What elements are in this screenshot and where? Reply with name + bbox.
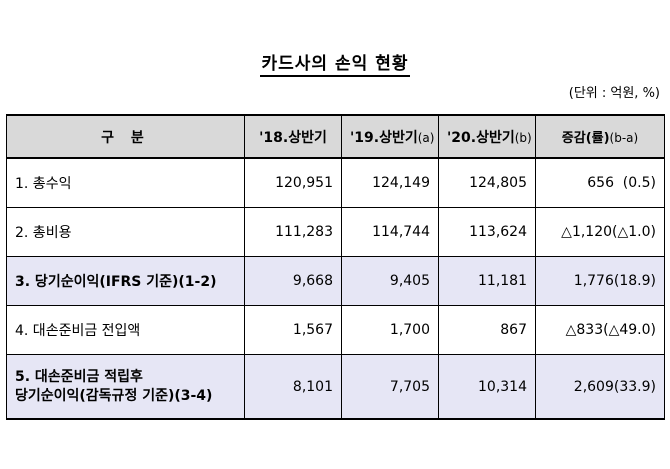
row-label: 4. 대손준비금 전입액	[6, 305, 245, 355]
value-2018h1: 9,668	[244, 256, 342, 306]
row-label-line2: 당기순이익(감독규정 기준)(3-4)	[15, 387, 213, 404]
change-amount: 1,776	[573, 273, 614, 289]
change-rate: (18.9)	[613, 273, 656, 289]
header-change-text: 증감(률)	[561, 131, 610, 146]
change-amount: 656	[587, 175, 614, 191]
header-2019h1-suffix: (a)	[417, 130, 435, 145]
value-2018h1: 120,951	[244, 157, 342, 208]
value-2020h1: 113,624	[438, 207, 536, 257]
change-amount: △833	[565, 322, 604, 338]
profit-loss-table: 구 분 '18.상반기 '19.상반기(a) '20.상반기(b) 증감(률)(…	[6, 114, 665, 420]
table-row: 2. 총비용 111,283 114,744 113,624 △1,120 (△1…	[6, 207, 665, 257]
header-label: 구 분	[6, 114, 245, 159]
row-label-line1: 5. 대손준비금 적립후	[15, 368, 143, 385]
title-wrap: 카드사의 손익 현황	[0, 54, 670, 77]
header-change-suffix: (b-a)	[609, 131, 639, 145]
header-2019h1: '19.상반기(a)	[341, 114, 439, 159]
change-amount: △1,120	[561, 224, 613, 240]
table-row-highlight: 3. 당기순이익(IFRS 기준)(1-2) 9,668 9,405 11,18…	[6, 256, 665, 306]
header-2020h1: '20.상반기(b)	[438, 114, 536, 159]
row-label: 3. 당기순이익(IFRS 기준)(1-2)	[6, 256, 245, 306]
value-2019h1: 114,744	[341, 207, 439, 257]
value-2018h1: 8,101	[244, 354, 342, 420]
change-rate: (△49.0)	[603, 322, 656, 338]
value-2020h1: 867	[438, 305, 536, 355]
report-title: 카드사의 손익 현황	[259, 54, 411, 77]
header-2018h1: '18.상반기	[244, 114, 342, 159]
value-change: △1,120 (△1.0)	[535, 207, 665, 257]
header-2019h1-text: '19.상반기	[350, 129, 418, 146]
header-change: 증감(률)(b-a)	[535, 114, 665, 159]
table-row: 4. 대손준비금 전입액 1,567 1,700 867 △833 (△49.0)	[6, 305, 665, 355]
value-2018h1: 1,567	[244, 305, 342, 355]
value-change: 2,609 (33.9)	[535, 354, 665, 420]
header-2020h1-suffix: (b)	[514, 130, 532, 145]
change-amount: 2,609	[573, 378, 614, 395]
value-2019h1: 7,705	[341, 354, 439, 420]
change-rate: (△1.0)	[612, 224, 656, 240]
value-2019h1: 1,700	[341, 305, 439, 355]
value-2020h1: 11,181	[438, 256, 536, 306]
change-rate: (33.9)	[613, 378, 656, 395]
header-2020h1-text: '20.상반기	[447, 129, 515, 146]
value-change: △833 (△49.0)	[535, 305, 665, 355]
value-2018h1: 111,283	[244, 207, 342, 257]
change-rate: (0.5)	[622, 175, 656, 191]
value-2019h1: 9,405	[341, 256, 439, 306]
row-label: 1. 총수익	[6, 157, 245, 208]
table-row: 1. 총수익 120,951 124,149 124,805 656 (0.5)	[6, 157, 665, 208]
value-2020h1: 10,314	[438, 354, 536, 420]
value-change: 1,776 (18.9)	[535, 256, 665, 306]
header-row: 구 분 '18.상반기 '19.상반기(a) '20.상반기(b) 증감(률)(…	[6, 114, 665, 159]
row-label: 2. 총비용	[6, 207, 245, 257]
unit-note: (단위 : 억원, %)	[568, 86, 660, 101]
value-2020h1: 124,805	[438, 157, 536, 208]
value-2019h1: 124,149	[341, 157, 439, 208]
value-change: 656 (0.5)	[535, 157, 665, 208]
